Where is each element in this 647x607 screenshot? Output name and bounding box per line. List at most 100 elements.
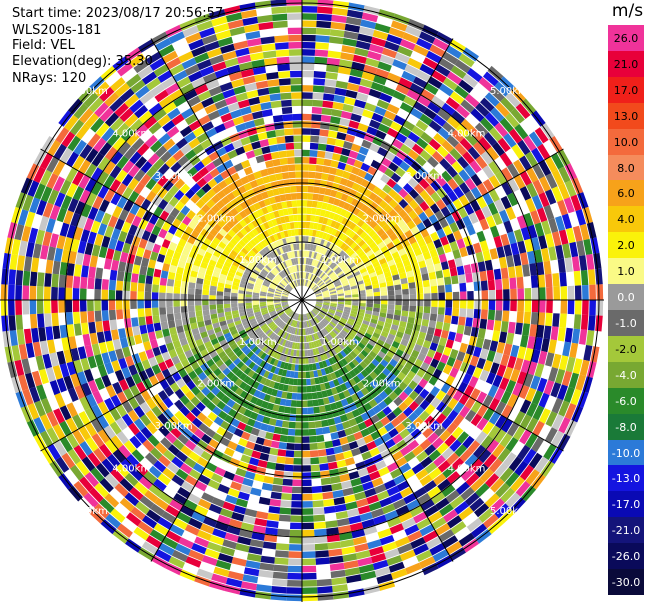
radar-gate <box>182 160 194 172</box>
radar-gate <box>391 251 400 260</box>
radar-gate <box>59 363 70 378</box>
radar-gate <box>337 223 345 232</box>
radar-gate <box>329 307 336 311</box>
radar-gate <box>475 251 485 263</box>
radar-gate <box>8 269 16 285</box>
radar-gate <box>316 354 322 362</box>
radar-gate <box>363 64 378 75</box>
radar-gate <box>334 87 347 96</box>
radar-gate <box>253 148 263 157</box>
radar-gate <box>238 303 245 307</box>
radar-gate <box>109 165 122 179</box>
radar-gate <box>524 288 532 300</box>
radar-gate <box>302 580 317 587</box>
radar-gate <box>470 388 481 401</box>
radar-gate <box>280 231 286 239</box>
radar-gate <box>364 313 372 319</box>
radar-gate <box>73 226 84 241</box>
radar-gate <box>239 283 247 288</box>
radar-gate <box>281 294 289 297</box>
radar-gate <box>410 349 420 359</box>
radar-gate <box>262 175 271 184</box>
radar-gate <box>200 362 209 372</box>
radar-gate <box>562 243 572 259</box>
radar-gate <box>330 304 337 308</box>
radar-gate <box>32 243 42 259</box>
radar-gate <box>405 562 422 575</box>
radar-gate <box>38 215 49 232</box>
radar-gate <box>560 300 568 314</box>
radar-gate <box>468 376 479 388</box>
radar-gate <box>201 386 211 396</box>
radar-gate <box>344 304 352 308</box>
radar-gate <box>302 479 312 487</box>
radar-gate <box>433 238 443 249</box>
radar-gate <box>286 200 293 208</box>
radar-gate <box>338 66 352 75</box>
radar-gate <box>487 202 499 216</box>
radar-gate <box>254 284 261 289</box>
radar-gate <box>517 444 531 461</box>
radar-gate <box>548 367 559 382</box>
radar-gate <box>366 126 378 136</box>
radar-gate <box>331 482 343 491</box>
radar-gate <box>108 289 116 300</box>
radar-gate <box>506 255 515 268</box>
radar-gate <box>223 291 231 297</box>
radar-gate <box>375 269 384 276</box>
radar-gate <box>479 240 489 252</box>
radar-gate <box>217 36 234 47</box>
radar-gate <box>475 102 490 117</box>
radar-gate <box>386 178 397 189</box>
radar-gate <box>341 264 348 271</box>
radar-gate <box>242 574 259 584</box>
radar-gate <box>314 420 323 428</box>
radar-gate <box>299 257 302 265</box>
radar-gate <box>315 550 329 558</box>
radar-gate <box>463 384 475 397</box>
radar-gate <box>72 429 85 445</box>
radar-gate <box>439 236 449 246</box>
radar-gate <box>337 376 345 385</box>
radar-gate <box>357 352 366 361</box>
radar-gate <box>283 305 290 310</box>
radar-gate <box>486 269 495 281</box>
radar-gate <box>291 266 295 273</box>
radar-gate <box>276 136 286 144</box>
radar-gate <box>231 292 238 297</box>
radar-gate <box>217 219 226 228</box>
radar-gate <box>427 511 443 524</box>
radar-gate <box>226 424 237 434</box>
radar-gate <box>271 203 278 212</box>
radar-gate <box>73 139 87 156</box>
radar-gate <box>364 488 377 498</box>
radar-gate <box>531 436 545 453</box>
radar-gate <box>215 200 226 210</box>
radar-gate <box>393 386 403 396</box>
radar-gate <box>207 264 215 272</box>
radar-gate <box>333 394 341 402</box>
radar-gate <box>198 266 207 274</box>
radar-gate <box>329 273 337 279</box>
radar-gate <box>438 529 455 543</box>
radar-gate <box>531 287 539 300</box>
radar-gate <box>492 212 503 226</box>
radar-gate <box>47 339 56 354</box>
radar-gate <box>443 77 458 91</box>
radar-gate <box>228 268 237 275</box>
radar-gate <box>230 238 238 246</box>
radar-gate <box>275 550 289 558</box>
radar-gate <box>290 319 295 327</box>
radar-gate <box>563 386 575 403</box>
radar-gate <box>115 463 130 478</box>
radar-gate <box>437 108 451 122</box>
radar-gate <box>308 265 312 273</box>
radar-gate <box>489 458 503 473</box>
radar-gate <box>493 352 503 365</box>
radar-gate <box>546 300 553 314</box>
radar-gate <box>341 234 348 242</box>
radar-gate <box>246 173 256 182</box>
radar-gate <box>247 213 256 222</box>
radar-gate <box>257 87 270 96</box>
radar-gate <box>373 395 383 405</box>
